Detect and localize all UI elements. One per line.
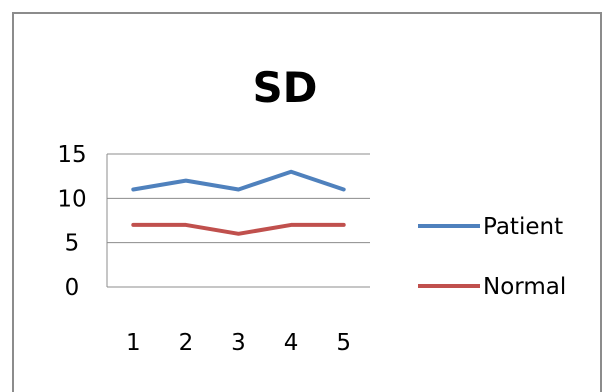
series-line-normal [131,222,346,236]
legend-label-normal: Normal [483,274,566,300]
y-tick-label: 10 [57,186,86,212]
x-tick-label: 3 [231,330,246,356]
chart-title: SD [252,63,317,112]
legend-label-patient: Patient [483,214,563,240]
x-tick-label: 1 [126,330,141,356]
chart-frame [12,12,602,392]
x-tick-label: 2 [179,330,194,356]
y-tick-label: 5 [65,231,80,257]
x-tick-label: 4 [284,330,299,356]
series-line-patient [131,169,346,192]
x-tick-label: 5 [336,330,351,356]
y-tick-label: 0 [65,275,80,301]
y-tick-label: 15 [57,142,86,168]
